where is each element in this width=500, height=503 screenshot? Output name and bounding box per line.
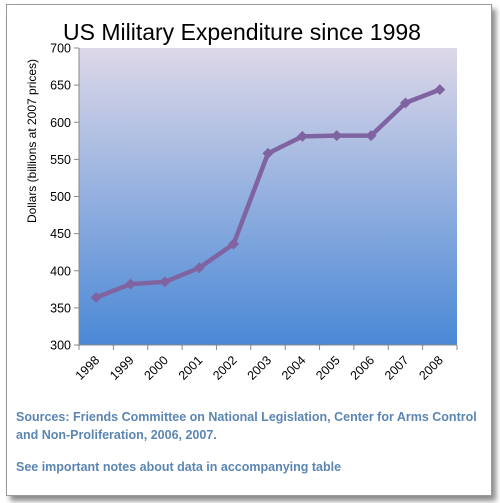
x-tick-label: 2007 <box>382 353 412 383</box>
x-tick-label: 2008 <box>416 353 446 383</box>
sources-note: Sources: Friends Committee on National L… <box>16 410 477 442</box>
data-point-marker <box>296 130 308 142</box>
x-tick-label: 2005 <box>313 353 343 383</box>
x-tick-label: 2000 <box>141 353 171 383</box>
y-axis-label: Dollars (billions at 2007 prices) <box>25 59 39 223</box>
series-group <box>90 84 446 303</box>
x-tick-label: 2004 <box>279 353 309 383</box>
data-point-marker <box>228 238 240 250</box>
y-axis-ticks: 300 350 400 450 500 550 600 650 700 <box>50 42 79 353</box>
data-point-marker <box>434 84 446 96</box>
data-point-marker <box>399 97 411 109</box>
y-tick-label: 650 <box>50 79 71 93</box>
x-tick-label: 2002 <box>210 353 240 383</box>
x-tick-label: 2001 <box>176 353 206 383</box>
y-tick-label: 450 <box>50 227 71 241</box>
y-tick-label: 600 <box>50 116 71 130</box>
plot-area <box>79 48 457 345</box>
y-tick-label: 500 <box>50 190 71 204</box>
x-tick-label: 2003 <box>245 353 275 383</box>
data-point-marker <box>125 278 137 290</box>
x-tick-label: 1999 <box>107 353 137 383</box>
x-axis-ticks: 1998 1999 2000 2001 2002 2003 2004 2005 2006 2007… <box>73 345 458 383</box>
x-tick-label: 1998 <box>73 353 103 383</box>
y-tick-label: 350 <box>50 301 71 315</box>
data-point-marker <box>365 130 377 142</box>
data-point-marker <box>262 147 274 159</box>
data-note: See important notes about data in accomp… <box>16 460 342 474</box>
data-point-marker <box>331 130 343 142</box>
y-tick-label: 700 <box>50 42 71 56</box>
data-point-marker <box>90 291 102 303</box>
y-tick-label: 300 <box>50 339 71 353</box>
data-point-marker <box>159 276 171 288</box>
chart-title: US Military Expenditure since 1998 <box>63 19 421 45</box>
x-tick-label: 2006 <box>348 353 378 383</box>
data-point-marker <box>193 262 205 274</box>
y-tick-label: 400 <box>50 264 71 278</box>
y-tick-label: 550 <box>50 153 71 167</box>
